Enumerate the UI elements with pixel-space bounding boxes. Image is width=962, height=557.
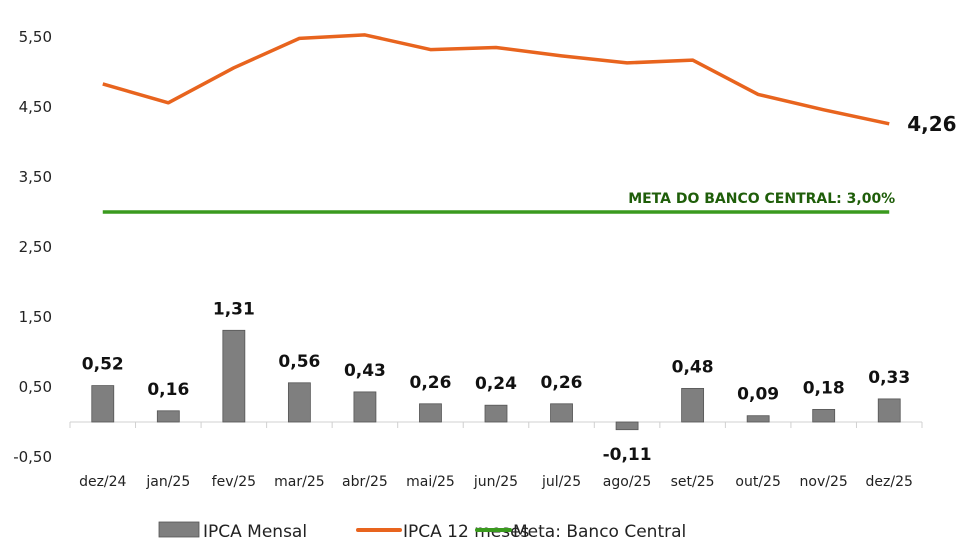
x-tick-label: out/25 (735, 474, 780, 490)
x-tick-label: ago/25 (603, 474, 652, 490)
y-tick-label: 1,50 (19, 308, 52, 326)
bar (746, 415, 770, 423)
bar (222, 329, 246, 423)
ipca-12m-line (102, 33, 890, 126)
bar (615, 421, 639, 431)
bar-data-label: 0,26 (409, 373, 451, 393)
bar-data-label: 0,26 (541, 373, 583, 393)
bar-data-label: 0,56 (278, 352, 320, 372)
x-tick-label: jul/25 (541, 474, 581, 490)
y-tick-label: -0,50 (13, 448, 52, 466)
bar (353, 391, 377, 423)
y-tick-label: 0,50 (19, 378, 52, 396)
x-tick-label: nov/25 (800, 474, 848, 490)
x-tick-label: jun/25 (473, 474, 518, 490)
legend-label-ipca-mensal: IPCA Mensal (203, 522, 307, 542)
bar (550, 403, 573, 423)
bar (812, 408, 836, 423)
y-tick-label: 2,50 (19, 238, 52, 256)
bar (419, 403, 442, 423)
x-tick-label: mar/25 (274, 474, 325, 490)
bar (287, 382, 311, 423)
bar (681, 387, 705, 423)
x-tick-label: jan/25 (145, 474, 190, 490)
y-tick-label: 4,50 (19, 98, 52, 116)
bar-data-label: 0,24 (475, 374, 517, 394)
bar (877, 398, 901, 423)
bar-data-label: -0,11 (603, 445, 652, 465)
y-tick-label: 3,50 (19, 168, 52, 186)
bar-data-label: 0,52 (82, 355, 124, 375)
x-tick-label: dez/24 (79, 474, 126, 490)
bar (156, 410, 180, 423)
legend-swatch-ipca-mensal (158, 521, 200, 538)
bar-data-label: 0,18 (803, 378, 845, 398)
bar-data-label: 1,31 (213, 299, 255, 319)
bar-data-label: 0,43 (344, 361, 386, 381)
bar (91, 385, 115, 423)
ipca-12m-end-label: 4,26 (907, 112, 956, 136)
legend-label-ipca-12m: IPCA 12 meses (403, 522, 530, 542)
bar-data-label: 0,33 (868, 368, 910, 388)
x-tick-label: fev/25 (212, 474, 256, 490)
bar (484, 404, 508, 423)
x-tick-label: dez/25 (866, 474, 913, 490)
x-tick-label: abr/25 (342, 474, 388, 490)
bar-data-label: 0,48 (672, 357, 714, 377)
x-tick-label: mai/25 (406, 474, 455, 490)
x-tick-label: set/25 (671, 474, 715, 490)
meta-annotation: META DO BANCO CENTRAL: 3,00% (628, 191, 895, 207)
bar-data-label: 0,09 (737, 385, 779, 405)
bar-data-label: 0,16 (147, 380, 189, 400)
legend-label-meta: Meta: Banco Central (513, 522, 686, 542)
y-tick-label: 5,50 (19, 28, 52, 46)
